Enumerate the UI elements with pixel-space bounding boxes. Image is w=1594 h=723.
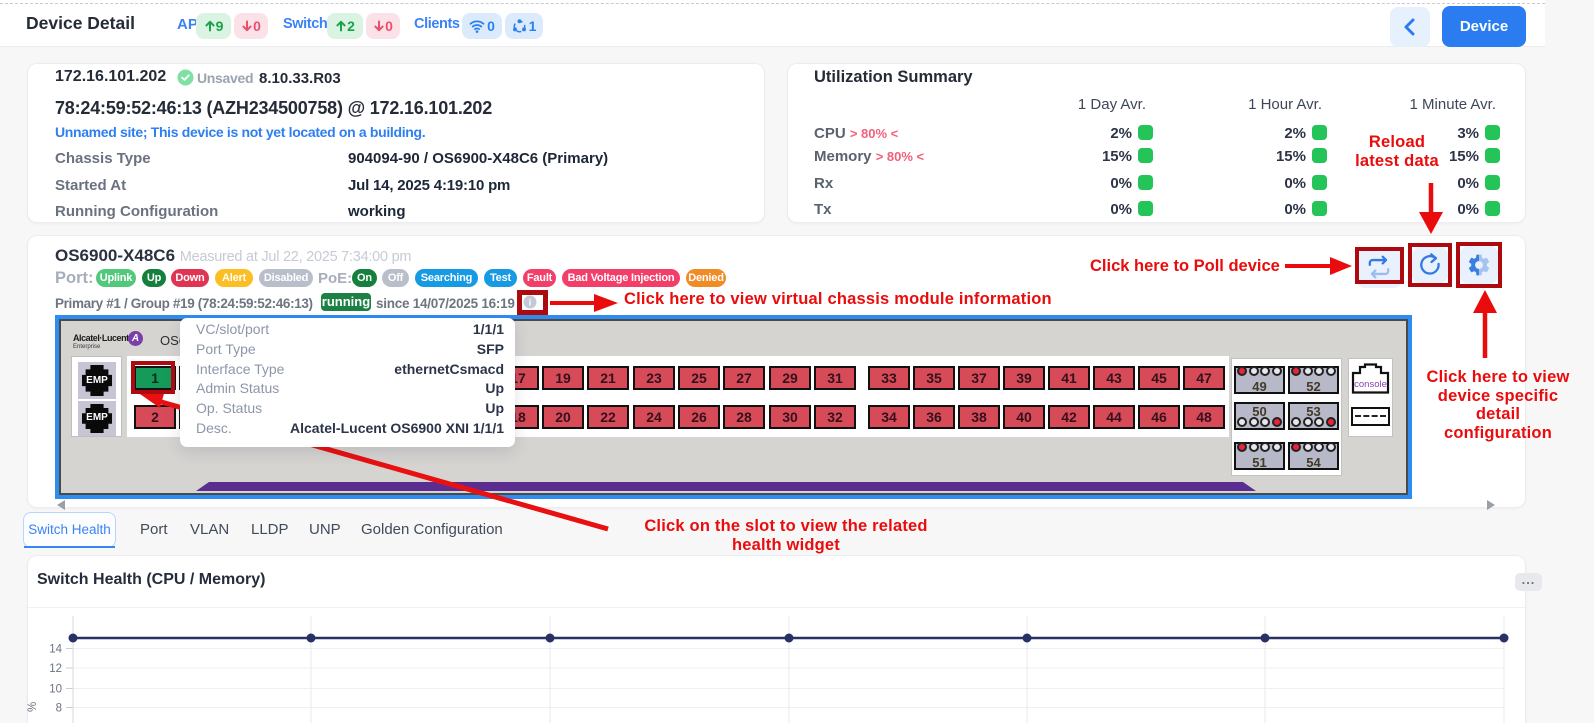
svg-text:14: 14 [49,644,62,656]
svg-text:12: 12 [49,663,62,675]
svg-text:console: console [1354,379,1387,390]
svg-text:8: 8 [56,703,62,715]
svg-text:%: % [27,702,39,712]
svg-text:i: i [529,298,532,308]
svg-text:10: 10 [49,684,62,696]
